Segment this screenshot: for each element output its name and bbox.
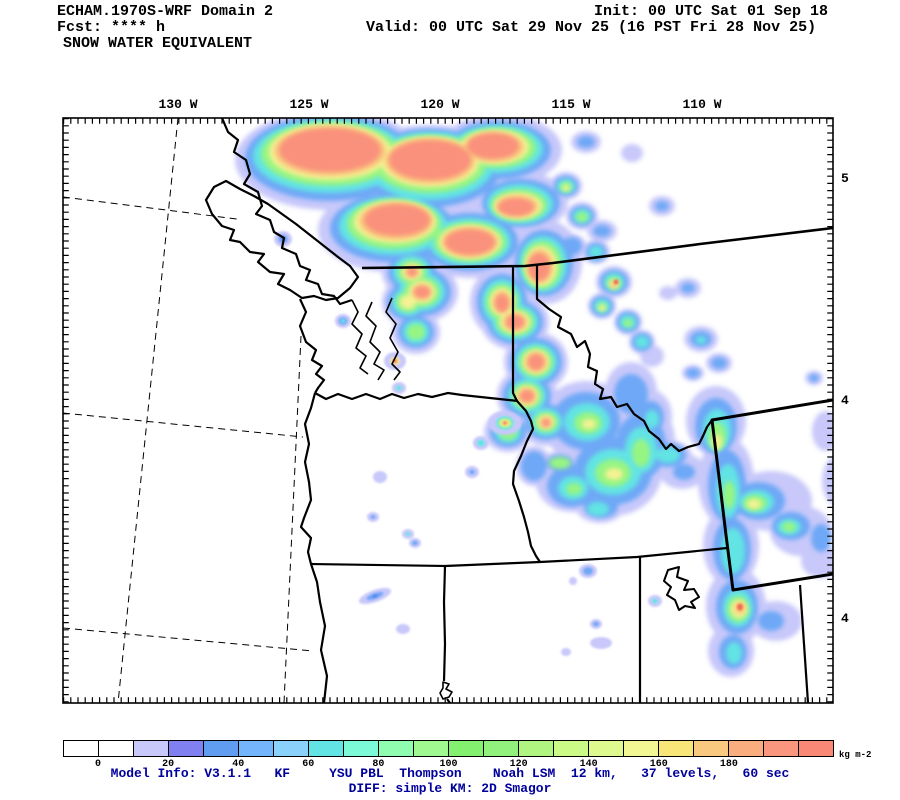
- wa-coastline: [298, 298, 326, 394]
- colorbar-cell: [589, 741, 624, 756]
- swe-red-cores: [613, 279, 743, 611]
- colorbar-tick-label: 40: [232, 759, 245, 770]
- meridian-130w: [117, 118, 179, 703]
- colorbar-cell: [484, 741, 519, 756]
- colorbar-cell: [309, 741, 344, 756]
- or-id-border: [511, 400, 541, 563]
- vancouver-island: [204, 179, 360, 302]
- parallel-50n: [63, 196, 238, 220]
- lake-tahoe: [439, 681, 453, 700]
- colorbar-cell: [729, 741, 764, 756]
- colorbar: [63, 740, 834, 757]
- init-time: Init: 00 UTC Sat 01 Sep 18: [594, 3, 829, 20]
- lon-label-110w: 110 W: [682, 97, 721, 112]
- colorbar-tick-label: 80: [372, 759, 385, 770]
- colorbar-cell: [624, 741, 659, 756]
- parallel-45n: [63, 412, 304, 438]
- colorbar-cell: [274, 741, 309, 756]
- colorbar-tick-label: 140: [579, 759, 598, 770]
- wa-or-border: [314, 391, 519, 403]
- swe-isolated-spots: [274, 231, 662, 656]
- valid-time: Valid: 00 UTC Sat 29 Nov 25 (16 PST Fri …: [366, 19, 817, 36]
- colorbar-cell: [799, 741, 833, 756]
- yellowstone-lake: [663, 566, 700, 611]
- field-title: SNOW WATER EQUIVALENT: [63, 35, 253, 52]
- us-canada-border: [361, 226, 833, 270]
- map-content: [63, 118, 833, 703]
- lat-label-45n: 4: [841, 393, 849, 408]
- colorbar-cell: [554, 741, 589, 756]
- colorbar-units: kg m-2: [839, 750, 872, 760]
- puget-sound: [351, 297, 401, 381]
- colorbar-cell: [414, 741, 449, 756]
- parallel-40n: [63, 627, 314, 652]
- map-borders: [204, 118, 833, 703]
- colorbar-cell: [659, 741, 694, 756]
- colorbar-cell: [694, 741, 729, 756]
- colorbar-cell: [764, 741, 799, 756]
- or-ca-coastline: [299, 392, 329, 703]
- forecast-hour: Fcst: **** h: [57, 19, 166, 36]
- colorbar-tick-label: 160: [649, 759, 668, 770]
- swe-level-200: [279, 128, 550, 427]
- graticule: [63, 118, 314, 703]
- lon-label-115w: 115 W: [551, 97, 590, 112]
- colorbar-cell: [344, 741, 379, 756]
- diffusion-info-line: DIFF: simple KM: 2D Smagor: [348, 781, 552, 796]
- 42n-border: [310, 546, 728, 568]
- lon-label-130w: 130 W: [158, 97, 197, 112]
- colorbar-tick-label: 0: [95, 759, 102, 770]
- colorbar-cell: [239, 741, 274, 756]
- colorbar-cell: [449, 741, 484, 756]
- lat-label-40n: 4: [841, 611, 849, 626]
- colorbar-cell: [134, 741, 169, 756]
- colorbar-cell: [169, 741, 204, 756]
- wyoming-border: [710, 398, 833, 592]
- lon-label-120w: 120 W: [420, 97, 459, 112]
- colorbar-cell: [64, 741, 99, 756]
- colorbar-tick-label: 60: [302, 759, 315, 770]
- colorbar-tick-label: 20: [162, 759, 175, 770]
- colorbar-tick-label: 180: [719, 759, 738, 770]
- ut-co-border: [798, 584, 810, 703]
- model-info-line: Model Info: V3.1.1 KF YSU PBL Thompson N…: [110, 766, 790, 781]
- id-mt-border: [535, 264, 713, 453]
- model-title: ECHAM.1970S-WRF Domain 2: [57, 3, 274, 20]
- axis-frame: [62, 117, 834, 704]
- colorbar-cell: [99, 741, 134, 756]
- colorbar-cell: [379, 741, 414, 756]
- wa-id-border: [511, 266, 518, 402]
- meridian-125w: [283, 335, 302, 703]
- lon-label-125w: 125 W: [289, 97, 328, 112]
- colorbar-cell: [204, 741, 239, 756]
- lat-label-50n: 5: [841, 171, 849, 186]
- colorbar-tick-label: 100: [439, 759, 458, 770]
- colorbar-tick-label: 120: [509, 759, 528, 770]
- bc-coastline: [220, 118, 353, 306]
- colorbar-cell: [519, 741, 554, 756]
